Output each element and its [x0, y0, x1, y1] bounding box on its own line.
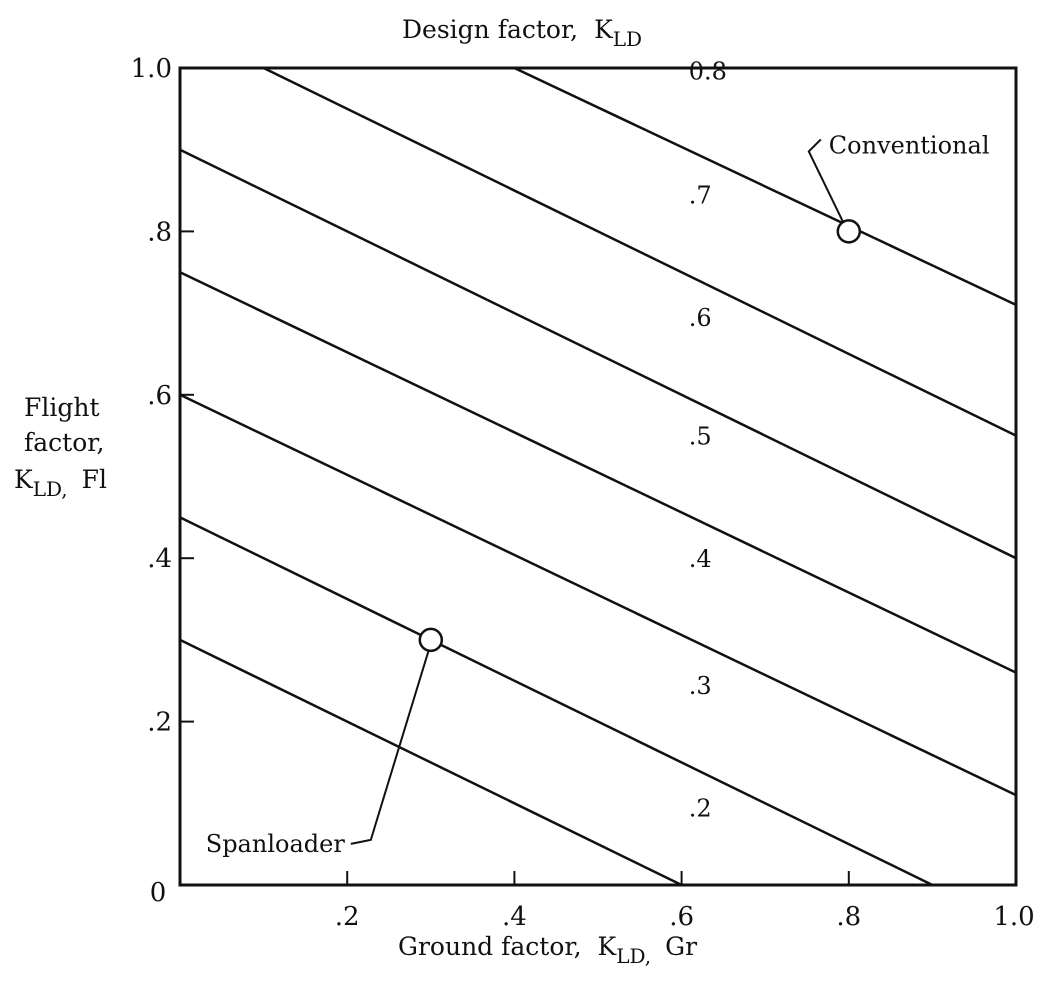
series-line-0-8 [513, 68, 1016, 307]
series-line-6 [180, 148, 1016, 560]
x-tick-label-2: .2 [335, 902, 360, 932]
plot-frame [178, 66, 1018, 887]
x-tick-label-1-0: 1.0 [993, 902, 1034, 932]
y-tick-label-8: .8 [147, 217, 172, 247]
series-label-6: .6 [689, 304, 712, 332]
series-label-0-8: 0.8 [689, 57, 727, 85]
y-tick-label-4: .4 [147, 544, 172, 574]
y-axis-title-line3: KLD, Fl [14, 465, 107, 501]
y-axis-title-line1: Flight [24, 393, 100, 422]
y-tick-label-2: .2 [147, 708, 172, 738]
axis-tick-labels: 0 .2 .4 .6 .8 1.0 .2 .4 .6 .8 1.0 [131, 54, 1035, 932]
x-axis-title: Ground factor, KLD, Gr [398, 932, 697, 968]
marker-point-spanloader [418, 627, 444, 653]
x-tick-label-0: 0 [150, 878, 167, 908]
chart-title: Design factor, KLD [402, 15, 642, 51]
y-tick-label-1-0: 1.0 [131, 54, 172, 84]
series-labels: .2 .3 .4 .5 .6 .7 0.8 [689, 57, 727, 822]
series-label-2: .2 [689, 794, 712, 822]
point-markers: Conventional Spanloader [206, 131, 990, 858]
series-line-5 [180, 271, 1016, 674]
series-line-3 [180, 516, 933, 885]
y-tick-label-6: .6 [147, 381, 172, 411]
series-line-4 [180, 393, 1016, 797]
series-label-7: .7 [689, 182, 712, 210]
series-label-5: .5 [689, 422, 712, 450]
y-axis-title-line2: factor, [24, 428, 104, 457]
marker-leader-spanloader [350, 649, 430, 845]
marker-label-conventional: Conventional [829, 131, 990, 159]
x-tick-label-4: .4 [502, 902, 527, 932]
marker-leader-conventional [807, 138, 844, 222]
series-label-3: .3 [689, 672, 712, 700]
marker-point-conventional [836, 219, 862, 244]
series-label-4: .4 [689, 545, 712, 573]
marker-label-spanloader: Spanloader [206, 830, 346, 858]
axis-ticks [180, 230, 850, 885]
x-tick-label-8: .8 [836, 902, 861, 932]
series-lines [180, 68, 1016, 885]
series-line-2 [180, 638, 683, 885]
x-tick-label-6: .6 [669, 902, 694, 932]
series-line-7 [263, 68, 1016, 437]
